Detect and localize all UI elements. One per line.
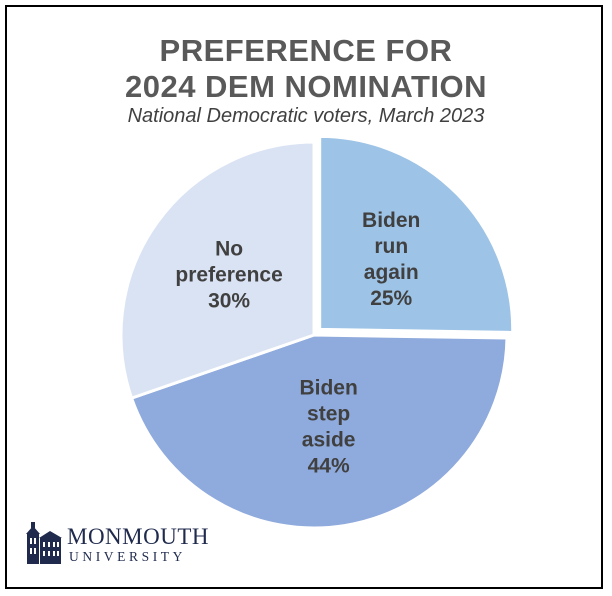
slice-label-biden-run-again: Biden run again 25% xyxy=(362,209,420,310)
monmouth-hall-icon xyxy=(26,522,62,564)
monmouth-university-logo: MONMOUTH UNIVERSITY xyxy=(25,518,225,570)
chart-title-line-1: PREFERENCE FOR xyxy=(159,33,453,68)
logo-name: MONMOUTH xyxy=(67,524,209,549)
chart-title-line-2: 2024 DEM NOMINATION xyxy=(124,69,488,104)
slice-label-no-preference: No preference 30% xyxy=(175,238,282,313)
pie-slice-biden-step-aside xyxy=(129,333,509,530)
pie-slice-no-preference xyxy=(119,140,316,401)
pie-slice-biden-run-again xyxy=(318,134,515,334)
slice-label-biden-step-aside: Biden step aside 44% xyxy=(299,376,357,477)
logo-subtitle: UNIVERSITY xyxy=(69,549,186,564)
chart-subtitle: National Democratic voters, March 2023 xyxy=(127,105,485,127)
